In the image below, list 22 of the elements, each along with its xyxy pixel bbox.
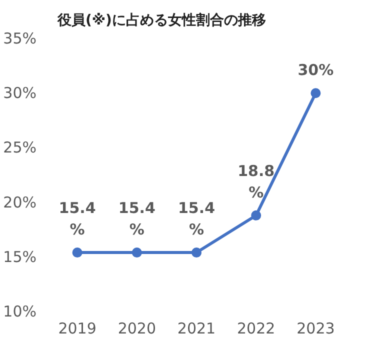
point: [310, 88, 321, 98]
x-tick-label: 2022: [237, 320, 276, 338]
x-tick-label: 2019: [58, 320, 96, 338]
y-tick-label: 15%: [3, 248, 37, 266]
y-tick-label: 30%: [3, 84, 37, 102]
data-label: 15.4%: [118, 198, 156, 239]
y-tick-label: 10%: [3, 302, 37, 320]
x-tick-label: 2023: [296, 320, 335, 338]
point: [132, 248, 142, 258]
x-tick-label: 2021: [177, 320, 216, 338]
y-tick-label: 20%: [3, 193, 37, 212]
x-tick-label: 2020: [118, 320, 156, 338]
data-label: 30%: [298, 61, 334, 80]
data-label: 15.4%: [178, 198, 216, 239]
point: [72, 248, 82, 258]
point: [251, 210, 262, 220]
y-tick-label: 25%: [3, 138, 37, 157]
data-label: 18.8%: [238, 162, 275, 202]
data-label: 15.4%: [58, 198, 96, 239]
chart-title: 役員(※)に占める女性割合の推移: [56, 12, 266, 28]
y-tick-label: 35%: [3, 30, 37, 48]
point: [192, 248, 202, 258]
